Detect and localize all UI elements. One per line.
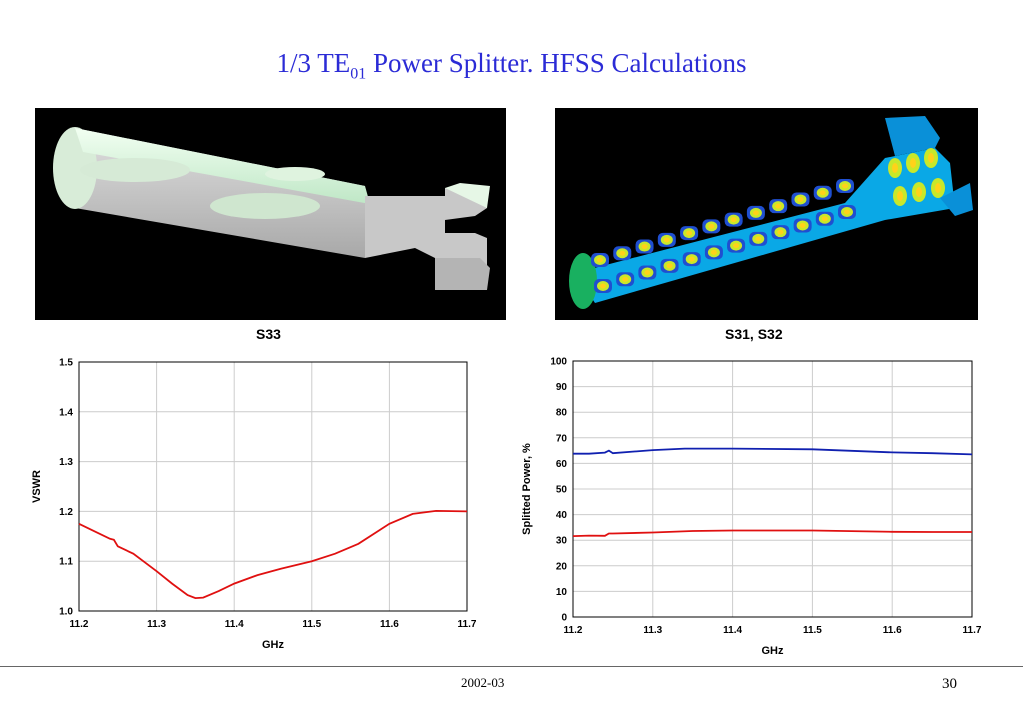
chart-title-s31-s32: S31, S32 <box>725 326 783 342</box>
splitted-power-chart: 11.2 11.3 11.4 11.5 11.6 11.7 0 10 20 30 40 50 60 70 8… <box>521 357 982 658</box>
y-tick-label: 70 <box>556 433 568 444</box>
plot-frame <box>78 361 468 612</box>
y-tick-label: 1.1 <box>59 557 73 568</box>
y-tick-label: 1.3 <box>59 457 73 468</box>
series-line-0 <box>573 447 973 456</box>
y-axis-label: Splitted Power, % <box>521 443 533 535</box>
x-tick-label: 11.5 <box>302 619 321 630</box>
y-tick-label: 1.2 <box>59 507 73 518</box>
y-tick-label: 10 <box>556 587 568 598</box>
footer-date: 2002-03 <box>461 675 505 690</box>
chart-title-s33: S33 <box>256 326 281 342</box>
x-tick-label: 11.3 <box>643 625 662 636</box>
field-pattern-image <box>569 116 973 309</box>
x-tick-label: 11.5 <box>803 625 822 636</box>
plot-area <box>78 361 468 612</box>
x-tick-label: 11.7 <box>963 625 982 636</box>
x-tick-label: 11.7 <box>458 619 477 630</box>
x-tick-label: 11.4 <box>723 625 742 636</box>
y-tick-label: 1.5 <box>59 358 73 369</box>
field-tube <box>569 116 973 309</box>
y-tick-label: 80 <box>556 408 568 419</box>
y-tick-label: 90 <box>556 382 568 393</box>
y-axis-label: VSWR <box>31 470 43 503</box>
page-number: 30 <box>942 676 957 692</box>
y-tick-label: 100 <box>550 357 567 368</box>
series-line-0 <box>78 509 468 600</box>
x-tick-label: 11.4 <box>225 619 244 630</box>
x-tick-label: 11.6 <box>380 619 399 630</box>
x-tick-label: 11.3 <box>147 619 166 630</box>
splitter-geometry-image <box>53 127 490 290</box>
y-tick-label: 50 <box>556 485 568 496</box>
y-tick-label: 20 <box>556 561 568 572</box>
y-tick-label: 1.0 <box>59 607 73 618</box>
vswr-chart: 11.2 11.3 11.4 11.5 11.6 11.7 1.0 1.1 1.2 1.3 1.4 1… <box>31 358 477 652</box>
x-tick-label: 11.2 <box>70 619 89 630</box>
y-tick-label: 30 <box>556 536 568 547</box>
geometry-render <box>35 108 506 320</box>
footer-divider <box>0 666 1023 667</box>
x-tick-label: 11.2 <box>564 625 583 636</box>
y-tick-label: 60 <box>556 459 568 470</box>
x-axis-label: GHz <box>262 639 285 651</box>
slide-title: 1/3 TE01 Power Splitter. HFSS Calculatio… <box>276 48 747 83</box>
y-tick-label: 40 <box>556 510 568 521</box>
y-tick-label: 1.4 <box>59 407 73 418</box>
field-render <box>555 108 978 320</box>
series-line-1 <box>572 529 972 537</box>
y-tick-label: 0 <box>561 613 567 624</box>
x-axis-label: GHz <box>762 645 785 657</box>
plot-frame <box>572 360 973 618</box>
x-tick-label: 11.6 <box>883 625 902 636</box>
